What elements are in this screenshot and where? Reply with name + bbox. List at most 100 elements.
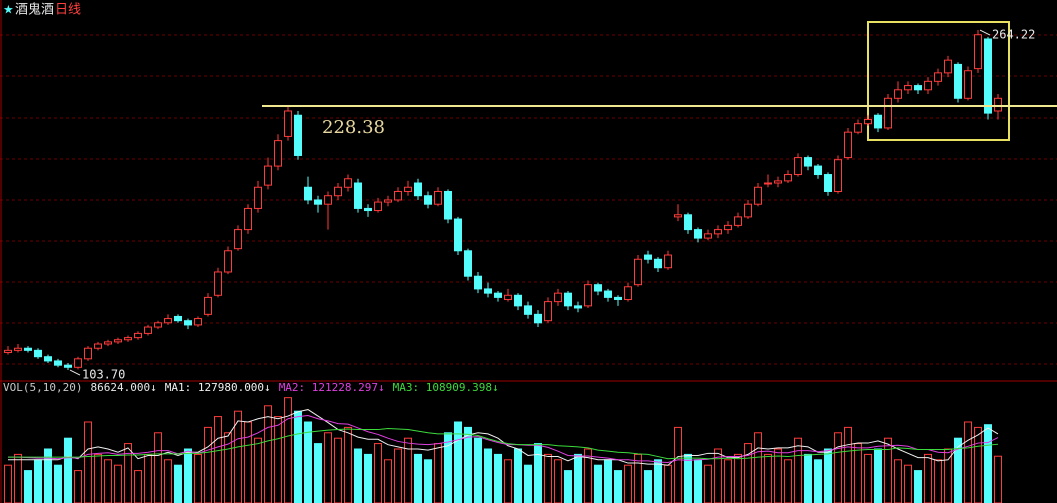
volume-bar <box>764 453 772 503</box>
candle-body <box>514 294 522 307</box>
candle-body <box>714 229 722 235</box>
volume-bar <box>934 459 942 503</box>
candle-body <box>534 313 542 324</box>
candle-body <box>434 190 442 205</box>
candle-body <box>184 320 192 326</box>
candle-body <box>214 271 222 296</box>
volume-bar <box>604 459 612 503</box>
volume-bar <box>84 421 92 503</box>
legend: VOL(5,10,20) 86624.000↓ MA1: 127980.000↓ MA… <box>3 381 499 394</box>
candle-body <box>234 229 242 250</box>
volume-bar <box>714 448 722 503</box>
candle-body <box>324 195 332 205</box>
candle-body <box>444 190 452 220</box>
candle-body <box>134 332 142 339</box>
candle-body <box>844 131 852 159</box>
volume-bar <box>254 437 262 503</box>
candle-body <box>594 284 602 292</box>
candle-body <box>724 224 732 231</box>
candle-body <box>904 85 912 91</box>
candle-body <box>854 123 862 133</box>
volume-bar <box>394 448 402 503</box>
volume-bar <box>904 464 912 503</box>
volume-bar <box>804 453 812 503</box>
volume-bar <box>674 426 682 503</box>
candle-body <box>64 364 72 368</box>
candle-body <box>814 165 822 176</box>
candle-body <box>394 190 402 201</box>
candle-body <box>94 343 102 349</box>
volume-bar <box>74 470 82 503</box>
candle-body <box>664 254 672 269</box>
volume-bar <box>494 453 502 503</box>
volume-bar <box>284 397 292 503</box>
legend-entry: MA2: 121228.297↓ <box>279 381 385 394</box>
ma-line <box>8 427 999 460</box>
volume-bar <box>244 421 252 503</box>
candle-body <box>174 315 182 322</box>
volume-bar <box>784 459 792 503</box>
volume-bar <box>414 453 422 503</box>
candle-body <box>354 182 362 209</box>
candle-body <box>114 339 122 343</box>
candle-body <box>204 296 212 315</box>
volume-bar <box>694 459 702 503</box>
candle-body <box>704 233 712 239</box>
candle-body <box>484 288 492 294</box>
volume-bar <box>404 437 412 503</box>
candle-body <box>314 199 322 205</box>
candle-body <box>884 97 892 129</box>
candle-body <box>934 72 942 82</box>
volume-bar <box>144 453 152 503</box>
candle-body <box>804 157 812 167</box>
volume-bar <box>634 453 642 503</box>
volume-bar <box>504 459 512 503</box>
volume-bar <box>874 448 882 503</box>
volume-bar <box>354 448 362 503</box>
volume-bar <box>364 453 372 503</box>
candle-body <box>464 250 472 277</box>
volume-bar <box>314 443 322 503</box>
volume-bar <box>544 453 552 503</box>
candle-body <box>44 356 52 362</box>
candle-body <box>34 349 42 358</box>
candle-body <box>684 214 692 231</box>
candle-body <box>194 318 202 326</box>
volume-bar <box>984 424 992 503</box>
volume-bar <box>444 432 452 503</box>
volume-bar <box>824 448 832 503</box>
candle-body <box>974 34 982 70</box>
chart-title: 酒鬼酒 <box>15 2 54 18</box>
volume-bar <box>964 421 972 503</box>
volume-bar <box>614 470 622 503</box>
candle-body <box>644 254 652 260</box>
annotation-leader <box>979 29 991 36</box>
volume-bar <box>14 453 22 503</box>
candle-body <box>244 207 252 231</box>
volume-bar <box>844 426 852 503</box>
volume-bar <box>424 459 432 503</box>
candle-body <box>614 296 622 301</box>
candle-body <box>764 182 772 185</box>
volume-bar <box>704 464 712 503</box>
candle-body <box>834 159 842 192</box>
volume-bar <box>664 464 672 503</box>
volume-bar <box>794 437 802 503</box>
volume-bar <box>914 470 922 503</box>
volume-bar <box>484 448 492 503</box>
volume-bar <box>334 437 342 503</box>
volume-bar <box>184 448 192 503</box>
candle-body <box>924 80 932 91</box>
volume-bar <box>724 459 732 503</box>
legend-entry: 86624.000↓ <box>90 381 156 394</box>
volume-bar <box>124 443 132 503</box>
volume-bar <box>374 443 382 503</box>
candle-body <box>124 337 132 341</box>
volume-bar <box>214 416 222 503</box>
volume-bar <box>294 410 302 503</box>
candle-body <box>674 214 682 218</box>
volume-bar <box>44 448 52 503</box>
candle-body <box>454 218 462 252</box>
candle-body <box>144 326 152 334</box>
candle-body <box>504 294 512 301</box>
